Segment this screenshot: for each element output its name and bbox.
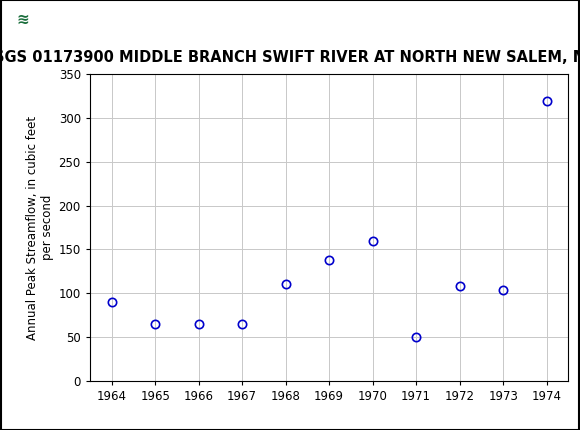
Text: USGS 01173900 MIDDLE BRANCH SWIFT RIVER AT NORTH NEW SALEM, MA: USGS 01173900 MIDDLE BRANCH SWIFT RIVER … (0, 50, 580, 65)
Bar (10, 5, 35, 35)
Text: ≋: ≋ (16, 12, 29, 27)
Y-axis label: Annual Peak Streamflow, in cubic feet
per second: Annual Peak Streamflow, in cubic feet pe… (27, 115, 55, 340)
Text: USGS: USGS (38, 11, 93, 29)
